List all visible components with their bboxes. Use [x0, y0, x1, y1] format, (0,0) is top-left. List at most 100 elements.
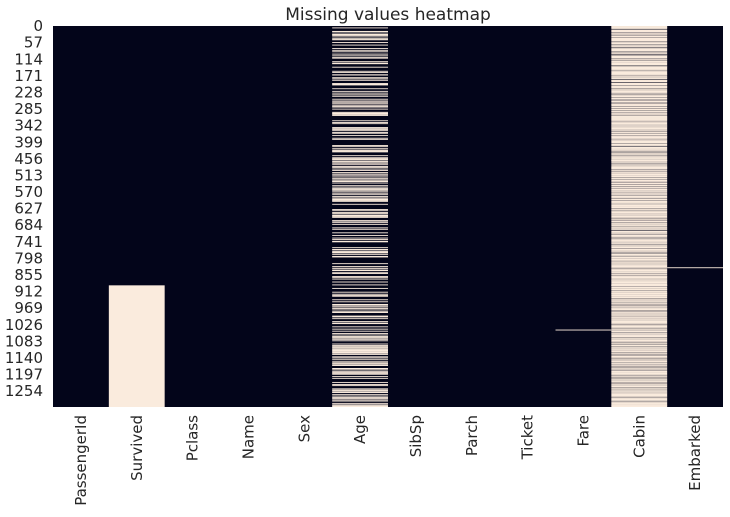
- heatmap-cell-missing: [332, 266, 388, 268]
- heatmap-cell-missing: [332, 101, 388, 103]
- heatmap-cell-missing: [611, 179, 668, 182]
- heatmap-cell-missing: [332, 158, 388, 160]
- heatmap-cell-missing: [332, 195, 388, 197]
- heatmap-cell-missing: [611, 405, 668, 407]
- heatmap-cell-missing: [611, 288, 668, 290]
- heatmap-cell-missing: [611, 365, 668, 367]
- heatmap-cell-missing: [611, 26, 668, 28]
- heatmap-cell-missing: [332, 372, 388, 373]
- heatmap-cell-missing: [611, 191, 668, 193]
- heatmap-cell-missing: [332, 176, 388, 178]
- heatmap-cell-missing: [611, 122, 668, 125]
- heatmap-cell-missing: [332, 161, 388, 163]
- heatmap-cell-missing: [611, 118, 668, 120]
- heatmap-cell-missing: [332, 228, 388, 230]
- heatmap-cell-missing: [611, 391, 668, 393]
- heatmap-cell-missing: [611, 311, 668, 313]
- heatmap-cell-missing: [332, 232, 388, 234]
- heatmap-cell-missing: [332, 170, 388, 171]
- heatmap-cell-missing: [611, 393, 668, 395]
- heatmap-cell-missing: [611, 166, 668, 167]
- heatmap-cell-missing: [332, 188, 388, 190]
- heatmap-cell-missing: [611, 271, 668, 273]
- heatmap-cell-missing: [611, 347, 668, 349]
- heatmap-cell-missing: [611, 229, 668, 231]
- heatmap-cell-missing: [611, 279, 668, 281]
- heatmap-cell-missing: [332, 293, 388, 295]
- heatmap-cell-missing: [611, 193, 668, 194]
- heatmap-cell-missing: [611, 66, 668, 68]
- x-tick-label: Fare: [574, 415, 592, 447]
- heatmap-cell-missing: [611, 197, 668, 199]
- heatmap-cell-missing: [611, 172, 668, 174]
- heatmap-cell-missing: [611, 27, 668, 29]
- heatmap-cell-missing: [611, 140, 668, 141]
- heatmap-cell-missing: [332, 92, 388, 94]
- heatmap-cell-missing: [611, 293, 668, 295]
- heatmap-cell-missing: [611, 110, 668, 112]
- heatmap-cell-missing: [611, 307, 668, 309]
- heatmap-cell-missing: [332, 270, 388, 272]
- heatmap-cell-missing: [332, 61, 388, 63]
- heatmap-cell-missing: [332, 151, 388, 153]
- heatmap-cell-missing: [332, 146, 388, 148]
- heatmap-cell-missing: [611, 234, 668, 236]
- heatmap-cell-missing: [332, 269, 388, 271]
- heatmap-cell-missing: [611, 161, 668, 163]
- heatmap-cell-missing: [332, 278, 388, 280]
- heatmap-cell-missing: [332, 295, 388, 297]
- heatmap-cell-missing: [611, 104, 668, 106]
- heatmap-cell-missing: [332, 311, 388, 313]
- heatmap-cell-missing: [332, 405, 388, 407]
- heatmap-cell-missing: [332, 36, 388, 38]
- heatmap-cell-missing: [611, 66, 668, 70]
- heatmap-cell-missing: [611, 198, 668, 201]
- heatmap-cell-missing: [332, 102, 388, 104]
- heatmap-cell-missing: [332, 191, 388, 193]
- heatmap-cell-missing: [332, 343, 388, 345]
- heatmap-cell-missing: [332, 115, 388, 116]
- heatmap-cell-missing: [611, 286, 668, 289]
- heatmap-cell-missing: [611, 267, 668, 269]
- heatmap-cell-missing: [332, 356, 388, 358]
- heatmap-cell-missing: [611, 53, 668, 54]
- heatmap-cell-missing: [611, 211, 668, 214]
- heatmap-cell-missing: [332, 209, 388, 210]
- heatmap-cell-missing: [611, 261, 668, 263]
- heatmap-cell-missing: [332, 148, 388, 150]
- y-tick-label: 456: [14, 150, 43, 168]
- y-tick-label: 1026: [5, 316, 43, 334]
- heatmap-cell-missing: [611, 397, 668, 399]
- heatmap-cell-missing: [611, 312, 668, 314]
- heatmap-cell-missing: [611, 148, 668, 150]
- heatmap-cell-missing: [611, 294, 668, 296]
- x-tick-label: Sex: [295, 415, 313, 442]
- heatmap-cell-missing: [611, 262, 668, 264]
- heatmap-cell-missing: [611, 167, 668, 169]
- heatmap-cell-missing: [332, 384, 388, 385]
- heatmap-cell-missing: [611, 125, 668, 127]
- x-tick-label: Ticket: [519, 415, 537, 460]
- heatmap-cell-missing: [611, 155, 668, 157]
- heatmap-cell-missing: [611, 251, 668, 253]
- heatmap-cell-missing: [611, 224, 668, 226]
- heatmap-cell-missing: [611, 95, 668, 98]
- heatmap-cell-missing: [611, 74, 668, 76]
- heatmap-cell-missing: [332, 213, 388, 215]
- heatmap-cell-missing: [332, 335, 388, 337]
- heatmap-cell-missing: [611, 55, 668, 59]
- heatmap-cell-missing: [332, 159, 388, 160]
- heatmap-cell-missing: [611, 346, 668, 348]
- heatmap-cell-missing: [611, 244, 668, 246]
- heatmap-cell-missing: [611, 182, 668, 184]
- y-tick-label: 342: [14, 117, 43, 135]
- heatmap-cell-missing: [332, 301, 388, 303]
- heatmap-cell-missing: [611, 94, 668, 96]
- heatmap-cell-missing: [332, 239, 388, 240]
- heatmap-cell-missing: [332, 44, 388, 46]
- heatmap-cell-missing: [611, 357, 668, 359]
- y-tick-label: 513: [14, 166, 43, 184]
- heatmap-cell-missing: [611, 327, 668, 329]
- heatmap-cell-missing: [611, 177, 668, 179]
- heatmap-cell-missing: [332, 84, 388, 86]
